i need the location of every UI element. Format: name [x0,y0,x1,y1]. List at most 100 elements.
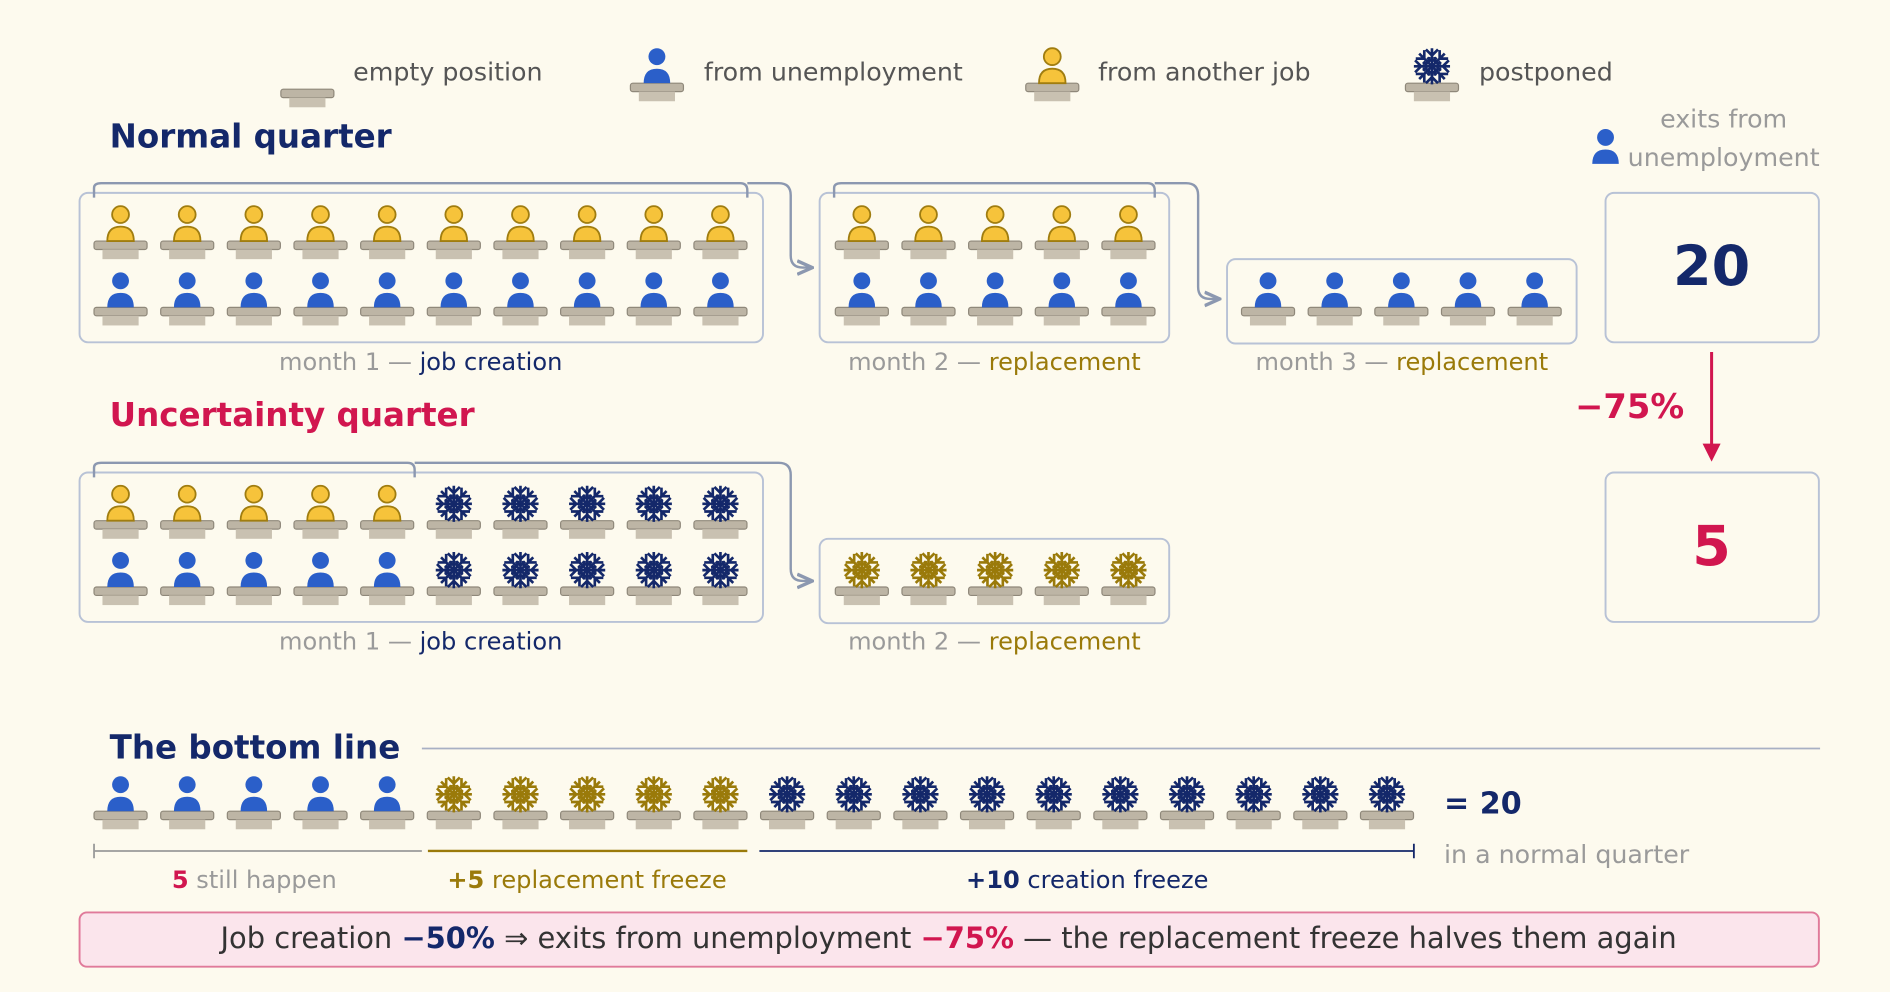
connector [92,182,812,267]
snowflake-icon [1236,776,1272,812]
segment-text: replacement freeze [492,866,727,894]
summary-arrow: ⇒ [504,921,528,955]
exits-label: exits from [1660,105,1787,134]
section-title: Normal quarter [110,118,392,156]
desk-icon [93,810,148,830]
person-icon [173,776,201,812]
exits-normal: 20 [1673,235,1750,299]
desk-icon [893,810,948,830]
snowflake-icon [1169,776,1205,812]
month-prefix: month 1 — [279,348,412,376]
segment-number: 5 [172,866,189,894]
summary-text: — the replacement freeze halves them aga… [1023,921,1677,955]
exits-box [1604,191,1820,344]
desk-icon [280,88,335,108]
snowflake-icon [569,486,605,522]
snowflake-icon [702,552,738,588]
snowflake-icon [702,776,738,812]
connector [92,461,812,581]
snowflake-icon [569,776,605,812]
desk-icon [1026,810,1081,830]
month-kind: job creation [419,627,563,655]
snowflake-icon [502,486,538,522]
month-prefix: month 3 — [1255,348,1388,376]
month-prefix: month 2 — [848,348,981,376]
desk-icon [160,810,215,830]
month-label: month 3 — replacement [1255,348,1548,376]
month-kind: job creation [419,348,563,376]
desk-icon [1293,810,1348,830]
snowflake-icon [969,776,1005,812]
snowflake-icon [1302,776,1338,812]
snowflake-icon [844,552,880,588]
legend-label: from unemployment [704,58,963,87]
month-label: month 1 — job creation [279,627,562,655]
snowflake-icon [1044,552,1080,588]
desk-icon [826,810,881,830]
desk-icon [959,810,1015,830]
person-icon [307,776,334,812]
snowflake-icon [1102,776,1138,812]
snowflake-icon [636,776,672,812]
segment-label: +5 replacement freeze [447,866,726,894]
month-prefix: month 1 — [279,627,412,655]
desk-icon [226,810,281,830]
exits-box [1604,471,1820,623]
snowflake-icon [1369,776,1405,812]
desk-icon [293,810,348,830]
snowflake-icon [436,552,472,588]
snowflake-icon [636,552,672,588]
snowflake-icon [1036,776,1072,812]
desk-icon [560,810,615,830]
month-kind: replacement [989,348,1141,376]
desk-icon [693,810,748,830]
snowflake-icon [977,552,1013,588]
snowflake-icon [502,776,538,812]
summary-value: −50% [401,921,494,955]
month-prefix: month 2 — [848,627,981,655]
summary-box [78,911,1820,968]
person-icon [373,776,401,812]
snowflake-icon [769,776,805,812]
month-label: month 1 — job creation [279,348,562,376]
desk-icon [1359,810,1415,830]
desk-icon [626,810,681,830]
exits-label: unemployment [1628,143,1820,172]
section-title: The bottom line [110,729,401,767]
segment-label: 5 still happen [172,866,337,894]
month-kind: replacement [989,627,1141,655]
snowflake-icon [1110,552,1146,588]
legend-label: postponed [1479,58,1613,87]
desk-icon [1025,82,1080,102]
person-icon [643,48,671,84]
segment-text: creation freeze [1027,866,1208,894]
month-label: month 2 — replacement [848,627,1141,655]
desk-icon [1159,810,1215,830]
month-kind: replacement [1396,348,1548,376]
person-icon [1592,128,1619,164]
desk-icon [493,810,548,830]
snowflake-icon [436,776,472,812]
person-icon [1038,47,1067,85]
summary-value: −75% [921,921,1014,955]
total: = 20 [1444,787,1522,822]
segment-label: +10 creation freeze [966,866,1208,894]
snowflake-icon [1414,48,1450,84]
snowflake-icon [702,486,738,522]
exits-uncertainty: 5 [1692,515,1731,579]
snowflake-icon [910,552,946,588]
segment-number: +5 [447,866,484,894]
legend-label: from another job [1098,58,1310,87]
snowflake-icon [836,776,872,812]
summary: Job creation −50% ⇒ exits from unemploym… [218,921,1676,955]
snowflake-icon [502,552,538,588]
desk-icon [1093,810,1148,830]
snowflake-icon [902,776,938,812]
desk-icon [629,82,685,102]
segment-text: still happen [196,866,336,894]
person-icon [240,776,268,812]
desk-icon [1226,810,1281,830]
segment-number: +10 [966,866,1020,894]
section-title: Uncertainty quarter [110,396,475,434]
